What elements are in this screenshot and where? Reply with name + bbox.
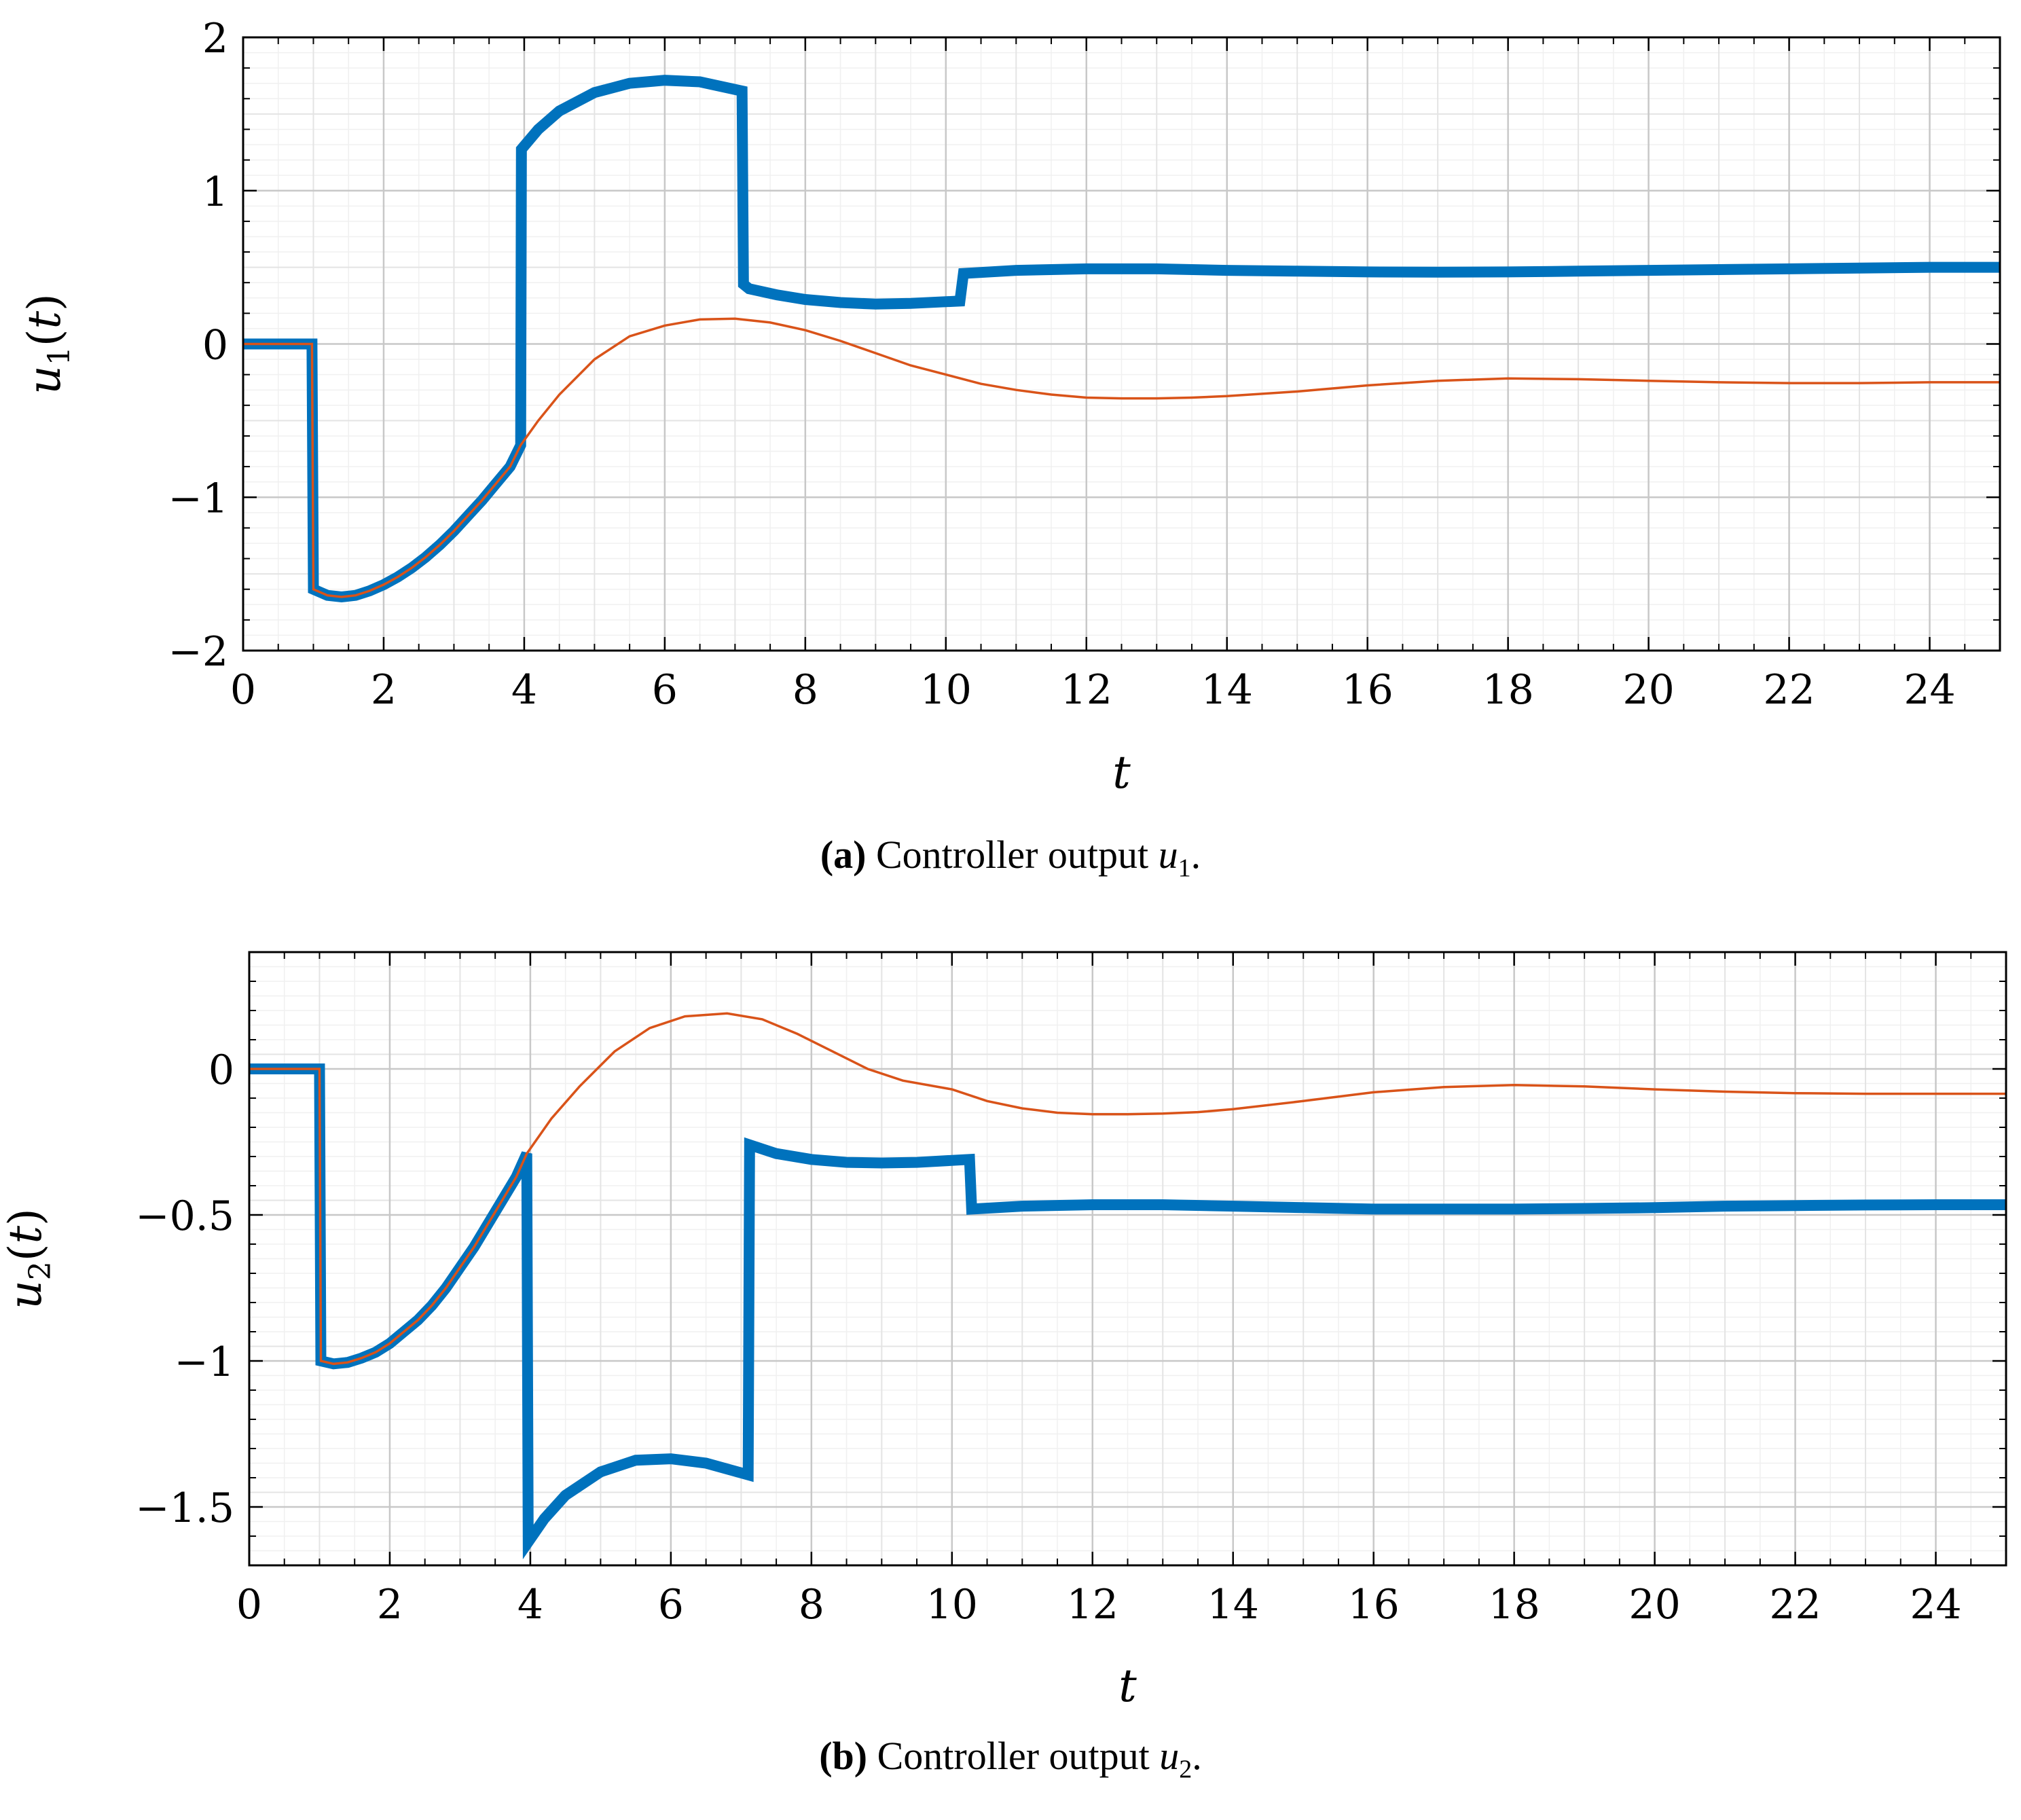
caption-b-tag: (b) [819, 1734, 868, 1778]
x-tick-label: 6 [658, 1581, 684, 1628]
y-tick-label: 2 [202, 15, 228, 62]
caption-b-text: Controller output [877, 1734, 1150, 1778]
x-tick-label: 2 [377, 1581, 403, 1628]
caption-a: (a) Controller output u1. [0, 832, 2021, 884]
y-tick-label: −1.5 [135, 1485, 234, 1532]
x-tick-label: 18 [1488, 1581, 1540, 1628]
y-axis-label: u2(t) [0, 1208, 58, 1309]
caption-a-end: . [1190, 833, 1201, 877]
y-axis-label-t: t [0, 1226, 52, 1244]
series-line-reference [249, 1012, 2006, 1366]
caption-a-sub: 1 [1178, 854, 1191, 883]
y-tick-label: −0.5 [135, 1193, 234, 1240]
x-tick-label: 14 [1207, 1581, 1259, 1628]
x-tick-label: 24 [1904, 666, 1955, 714]
x-tick-label: 16 [1342, 666, 1394, 714]
x-tick-label: 8 [799, 1581, 824, 1628]
caption-a-tag: (a) [820, 833, 867, 877]
x-tick-label: 20 [1628, 1581, 1680, 1628]
y-axis-label-arg: ( [0, 1244, 52, 1262]
x-tick-label: 16 [1348, 1581, 1400, 1628]
x-tick-label: 12 [1067, 1581, 1118, 1628]
caption-a-var: u [1158, 833, 1178, 877]
plot-frame [248, 951, 2007, 1567]
x-tick-label: 6 [652, 666, 678, 714]
y-tick-label: −1 [175, 1339, 234, 1386]
x-tick-label: 0 [236, 1581, 262, 1628]
x-tick-label: 18 [1482, 666, 1533, 714]
x-tick-label: 20 [1622, 666, 1674, 714]
x-tick-label: 10 [926, 1581, 978, 1628]
x-tick-label: 4 [511, 666, 537, 714]
x-tick-label: 4 [517, 1581, 543, 1628]
x-axis-label: t [1118, 1660, 1137, 1712]
x-tick-label: 24 [1910, 1581, 1961, 1628]
y-axis-label-t: t [18, 311, 71, 329]
y-axis-label-arg: ( [18, 329, 71, 347]
x-tick-label: 2 [371, 666, 397, 714]
plot-frame [242, 36, 2001, 652]
x-tick-label: 22 [1763, 666, 1815, 714]
caption-b: (b) Controller output u2. [0, 1733, 2021, 1785]
x-tick-label: 0 [230, 666, 256, 714]
x-tick-label: 10 [920, 666, 972, 714]
y-axis-label-var: u [0, 1280, 52, 1309]
caption-b-sub: 2 [1179, 1755, 1192, 1784]
caption-b-var: u [1159, 1734, 1180, 1778]
caption-b-end: . [1192, 1734, 1202, 1778]
y-tick-label: 0 [202, 322, 228, 369]
x-tick-label: 8 [793, 666, 818, 714]
x-tick-label: 12 [1061, 666, 1112, 714]
x-tick-label: 22 [1769, 1581, 1821, 1628]
y-tick-label: 1 [202, 168, 228, 216]
x-axis-label: t [1112, 746, 1131, 799]
y-axis-label-var: u [18, 365, 71, 395]
y-axis-label-sub: 2 [23, 1261, 58, 1280]
y-axis-label-sub: 1 [42, 346, 77, 365]
y-tick-label: 0 [208, 1046, 234, 1094]
x-tick-label: 14 [1201, 666, 1253, 714]
series-line-reference [243, 317, 2000, 598]
y-tick-label: −1 [168, 475, 228, 522]
caption-a-text: Controller output [876, 833, 1149, 877]
y-axis-label-close: ) [0, 1208, 52, 1226]
y-axis-label: u1(t) [18, 293, 77, 395]
y-axis-label-close: ) [18, 293, 71, 311]
y-tick-label: −2 [168, 628, 228, 676]
